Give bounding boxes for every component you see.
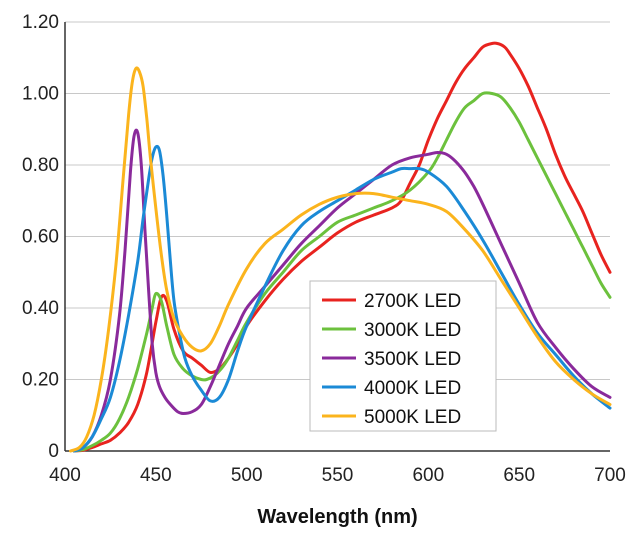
y-tick-label: 0 bbox=[48, 441, 59, 462]
x-tick-label: 650 bbox=[503, 465, 535, 486]
axes bbox=[64, 22, 610, 452]
x-tick-label: 450 bbox=[140, 465, 172, 486]
legend-label-3: 4000K LED bbox=[364, 378, 461, 399]
legend-label-4: 5000K LED bbox=[364, 407, 461, 428]
series-line-3 bbox=[72, 144, 612, 453]
series-line-4 bbox=[69, 66, 612, 453]
legend: 2700K LED 3000K LED 3500K LED 4000K LED 5000… bbox=[309, 280, 497, 432]
x-tick-label: 700 bbox=[594, 465, 626, 486]
y-tick-label: 1.00 bbox=[22, 84, 59, 105]
x-tick-label: 400 bbox=[49, 465, 81, 486]
x-tick-label: 600 bbox=[412, 465, 444, 486]
y-tick-label: 0.60 bbox=[22, 227, 59, 248]
series-lines bbox=[69, 41, 612, 453]
y-tick-label: 0.40 bbox=[22, 298, 59, 319]
y-tick-label: 0.80 bbox=[22, 155, 59, 176]
x-axis-title: Wavelength (nm) bbox=[257, 506, 417, 528]
legend-box bbox=[309, 280, 497, 432]
y-tick-label: 0.20 bbox=[22, 370, 59, 391]
legend-label-2: 3500K LED bbox=[364, 349, 461, 370]
x-tick-label: 500 bbox=[231, 465, 263, 486]
tick-labels: 0 0.20 0.40 0.60 0.80 1.00 1.20 400 450 500 550 600… bbox=[22, 12, 626, 486]
series-line-2 bbox=[72, 128, 612, 453]
series-line-0 bbox=[72, 41, 612, 453]
legend-label-0: 2700K LED bbox=[364, 291, 461, 312]
x-tick-label: 550 bbox=[322, 465, 354, 486]
grid-lines bbox=[65, 21, 610, 380]
y-tick-label: 1.20 bbox=[22, 12, 59, 33]
legend-label-1: 3000K LED bbox=[364, 320, 461, 341]
